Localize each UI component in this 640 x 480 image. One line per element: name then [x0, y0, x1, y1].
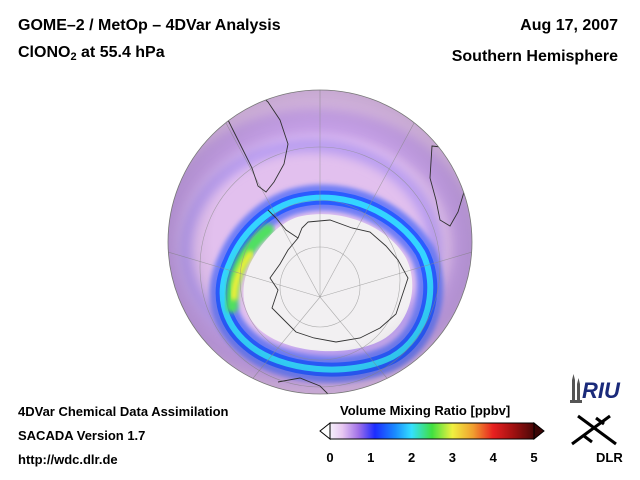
colorbar-tick-0: 0	[326, 450, 334, 465]
riu-logo: RIU	[570, 374, 621, 403]
footer-assimilation-label: 4DVar Chemical Data Assimilation	[18, 404, 229, 419]
colorbar-tick-5: 5	[530, 450, 538, 465]
colorbar-over-arrow	[533, 421, 545, 441]
species-subscript: 2	[70, 51, 77, 63]
analysis-date: Aug 17, 2007	[520, 17, 618, 34]
dlr-emblem	[571, 414, 617, 446]
colorbar-tick-3: 3	[448, 450, 457, 465]
footer-version-label: SACADA Version 1.7	[18, 428, 146, 443]
colorbar	[319, 421, 545, 441]
species-rest: at 55.4 hPa	[76, 44, 165, 61]
riu-wordmark: RIU	[582, 378, 621, 403]
colorbar-title: Volume Mixing Ratio [ppbv]	[340, 403, 511, 418]
species-title: ClONO2 at 55.4 hPa	[18, 44, 165, 63]
footer-url: http://wdc.dlr.de	[18, 452, 118, 467]
colorbar-tick-2: 2	[407, 450, 416, 465]
dlr-wordmark: DLR	[596, 450, 623, 465]
colorbar-tick-4: 4	[489, 450, 497, 465]
colorbar-tick-1: 1	[367, 450, 375, 465]
globe-border	[167, 89, 473, 395]
riu-cathedral-icon	[570, 374, 582, 403]
hemisphere-label: Southern Hemisphere	[451, 48, 618, 65]
colorbar-under-arrow	[319, 421, 331, 441]
title-line-1: GOME–2 / MetOp – 4DVar Analysis	[18, 17, 281, 34]
colorbar-gradient	[329, 422, 535, 440]
species-main: ClONO	[18, 44, 71, 61]
southern-hemisphere-globe	[167, 89, 473, 395]
